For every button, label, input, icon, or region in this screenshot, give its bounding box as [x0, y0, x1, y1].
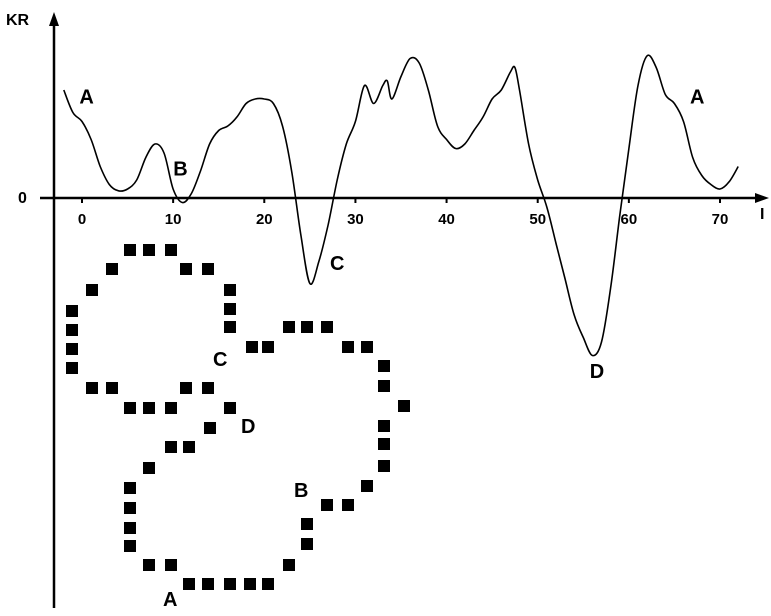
structure-block	[224, 402, 236, 414]
peak-label: A	[690, 87, 704, 109]
x-tick-label: 60	[621, 211, 638, 228]
structure-block	[143, 402, 155, 414]
structure-block	[183, 578, 195, 590]
structure-block	[124, 502, 136, 514]
structure-block	[180, 382, 192, 394]
structure-block	[262, 341, 274, 353]
structure-block	[378, 360, 390, 372]
x-axis-arrow	[755, 193, 769, 203]
structure-block	[224, 578, 236, 590]
structure-block	[224, 321, 236, 333]
structure-block	[165, 402, 177, 414]
structure-block	[224, 284, 236, 296]
structure-block	[66, 305, 78, 317]
x-tick-label: 50	[529, 211, 546, 228]
structure-block	[321, 499, 333, 511]
peak-label: B	[173, 159, 187, 181]
structure-diagram	[66, 244, 410, 590]
structure-block	[124, 540, 136, 552]
structure-label-b: B	[294, 480, 308, 502]
structure-block	[180, 263, 192, 275]
structure-block	[204, 422, 216, 434]
structure-block	[378, 438, 390, 450]
structure-block	[224, 303, 236, 315]
y-axis-label: KR	[6, 12, 30, 29]
structure-block	[124, 402, 136, 414]
structure-block	[106, 263, 118, 275]
structure-label-a: A	[163, 589, 177, 611]
x-tick-label: 30	[347, 211, 364, 228]
x-tick-label: 20	[256, 211, 273, 228]
y-axis-arrow	[49, 12, 59, 26]
x-tick-label: 70	[712, 211, 729, 228]
structure-block	[398, 400, 410, 412]
x-tick-layer: 0 10 20 30 40 50 60 70	[78, 198, 729, 228]
x-tick-label: 40	[438, 211, 455, 228]
peak-label: D	[590, 361, 604, 383]
structure-block	[246, 341, 258, 353]
axes	[40, 12, 769, 608]
structure-block	[143, 559, 155, 571]
structure-block	[124, 482, 136, 494]
x-tick-label: 10	[165, 211, 182, 228]
structure-block	[301, 321, 313, 333]
structure-block	[361, 480, 373, 492]
structure-block	[165, 559, 177, 571]
structure-block	[342, 499, 354, 511]
structure-block	[321, 321, 333, 333]
structure-block	[378, 420, 390, 432]
structure-block	[106, 382, 118, 394]
peak-label: A	[79, 87, 93, 109]
structure-block	[66, 362, 78, 374]
structure-block	[301, 518, 313, 530]
x-tick-label: 0	[78, 211, 86, 228]
structure-block	[283, 559, 295, 571]
structure-block	[202, 263, 214, 275]
structure-block	[143, 244, 155, 256]
structure-block	[143, 462, 155, 474]
structure-block	[202, 578, 214, 590]
structure-block	[86, 284, 98, 296]
structure-block	[244, 578, 256, 590]
structure-block	[202, 382, 214, 394]
structure-block	[66, 324, 78, 336]
peak-label: C	[330, 253, 344, 275]
peak-labels: A B C D A	[79, 87, 704, 384]
structure-block	[183, 441, 195, 453]
structure-block	[262, 578, 274, 590]
structure-block	[378, 460, 390, 472]
structure-block	[342, 341, 354, 353]
structure-block	[124, 244, 136, 256]
structure-label-c: C	[213, 349, 227, 371]
structure-block	[301, 538, 313, 550]
structure-block	[165, 244, 177, 256]
series-line	[63, 54, 739, 357]
structure-block	[361, 341, 373, 353]
y-zero-label: 0	[18, 190, 27, 207]
structure-block	[165, 441, 177, 453]
structure-block	[283, 321, 295, 333]
structure-label-d: D	[241, 416, 255, 438]
x-axis-label: I	[760, 206, 764, 223]
series-points	[63, 55, 739, 357]
structure-block	[66, 343, 78, 355]
structure-block	[124, 522, 136, 534]
structure-block	[86, 382, 98, 394]
structure-block	[378, 380, 390, 392]
